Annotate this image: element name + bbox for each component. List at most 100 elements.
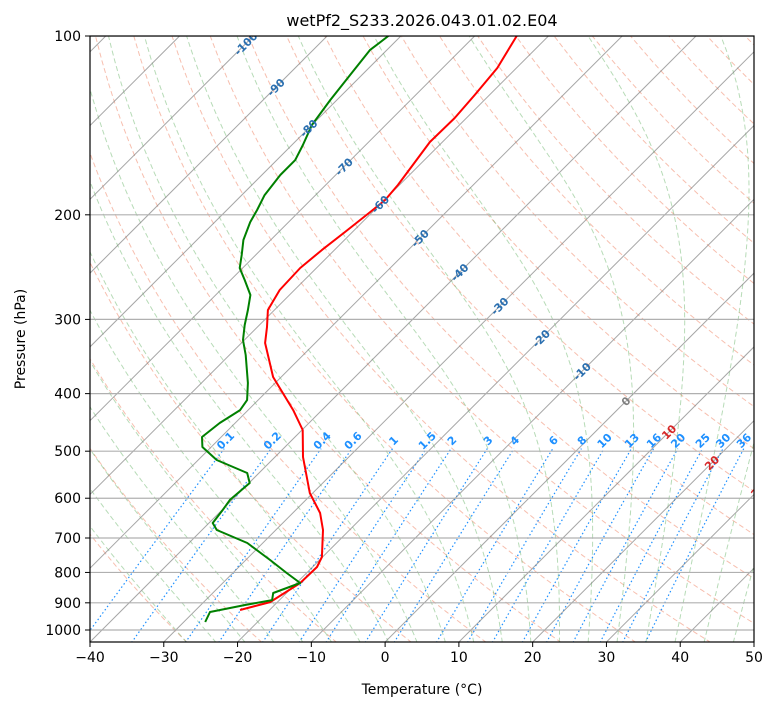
isotherm-label: -90 xyxy=(265,76,288,99)
chart-title: wetPf2_S233.2026.043.01.02.E04 xyxy=(286,11,557,31)
x-tick-label: 50 xyxy=(745,650,763,666)
dry-adiabat-line xyxy=(90,447,263,642)
isotherm-label: 30 xyxy=(748,480,768,500)
moist-adiabat-line xyxy=(90,180,390,642)
dry-adiabat-line xyxy=(553,36,754,244)
mixing-ratio-line xyxy=(262,448,394,642)
isotherm-line xyxy=(90,36,254,201)
pressure-grid xyxy=(90,36,754,631)
dry-adiabat-line xyxy=(324,36,754,492)
mixing-ratio-line xyxy=(90,448,225,632)
mixing-ratio-label: 0.2 xyxy=(261,429,284,452)
moist-adiabat-line xyxy=(587,36,686,642)
mixing-ratio-label: 8 xyxy=(575,434,590,449)
temperature-line xyxy=(239,36,518,611)
background-lines xyxy=(90,36,754,642)
moist-adiabat-line xyxy=(90,309,333,642)
x-tick-label: 10 xyxy=(450,650,468,666)
moist-adiabat-line xyxy=(90,487,217,642)
moist-adiabat-line xyxy=(674,36,750,642)
dry-adiabat-line xyxy=(439,36,754,366)
isotherm-line xyxy=(236,124,754,642)
mixing-ratio-line xyxy=(325,448,452,642)
dry-adiabat-line xyxy=(90,357,337,642)
isotherm-line xyxy=(90,36,402,348)
moist-adiabat-line xyxy=(468,36,635,642)
y-tick-label: 700 xyxy=(54,531,81,547)
isotherm-line xyxy=(90,36,328,274)
y-tick-label: 200 xyxy=(54,208,81,224)
moist-adiabat-line xyxy=(108,36,446,642)
mixing-ratio-line xyxy=(436,448,554,642)
y-tick-label: 500 xyxy=(54,444,81,460)
x-tick-label: 40 xyxy=(671,650,689,666)
y-tick-label: 100 xyxy=(54,29,81,45)
mixing-ratio-line xyxy=(622,448,724,642)
x-tick-label: −20 xyxy=(223,650,253,666)
mixing-ratio-label: 13 xyxy=(622,431,642,451)
isotherm-line xyxy=(458,346,754,642)
dry-adiabat-line xyxy=(706,36,754,86)
isotherm-line xyxy=(384,272,754,642)
moist-adiabat-line xyxy=(732,563,754,642)
x-tick-label: 30 xyxy=(598,650,616,666)
y-tick-label: 600 xyxy=(54,491,81,507)
dry-adiabat-line xyxy=(362,36,754,450)
mixing-ratio-label: 36 xyxy=(734,431,754,451)
isotherm-line xyxy=(531,419,754,642)
isotherm-line xyxy=(679,567,754,642)
isotherm-line xyxy=(163,51,754,642)
mixing-ratio-line xyxy=(298,448,427,642)
mixing-ratio-line xyxy=(467,448,582,642)
mixing-ratio-line xyxy=(218,448,353,642)
mixing-ratio-label: 0.6 xyxy=(342,429,365,452)
x-tick-label: 20 xyxy=(524,650,542,666)
dry-adiabat-line xyxy=(630,36,754,165)
mixing-ratio-line xyxy=(185,448,322,642)
dry-adiabat-line xyxy=(95,36,562,642)
x-tick-label: 0 xyxy=(381,650,390,666)
moist-adiabat-line xyxy=(90,360,304,642)
dry-adiabat-line xyxy=(171,36,711,642)
dry-adiabat-line xyxy=(90,533,188,642)
sounding-series xyxy=(201,36,518,623)
mixing-ratio-label: 10 xyxy=(595,431,615,451)
mixing-ratio-label: 25 xyxy=(693,431,713,451)
mixing-ratio-label: 2 xyxy=(445,434,460,449)
mixing-ratio-label: 30 xyxy=(713,431,733,451)
isotherm-label: -30 xyxy=(488,295,511,318)
isotherm-line xyxy=(605,493,754,642)
dry-adiabat-line xyxy=(90,261,412,642)
dewpoint-line xyxy=(201,36,389,623)
dry-adiabat-line xyxy=(286,36,754,536)
dry-adiabat-line xyxy=(744,36,754,46)
moist-adiabat-line xyxy=(143,36,475,642)
mixing-ratio-line xyxy=(645,448,745,642)
y-tick-label: 300 xyxy=(54,312,81,328)
x-tick-label: −40 xyxy=(75,650,105,666)
mixing-ratio-label: 0.1 xyxy=(214,429,237,452)
moist-adiabat-line xyxy=(373,36,594,642)
y-tick-label: 800 xyxy=(54,565,81,581)
y-tick-label: 900 xyxy=(54,596,81,612)
x-tick-label: −10 xyxy=(297,650,327,666)
dry-adiabat-line xyxy=(515,36,754,285)
moist-adiabat-line xyxy=(186,36,503,642)
dry-adiabat-line xyxy=(400,36,754,408)
isotherm-label: -80 xyxy=(297,117,320,140)
mixing-ratio-line xyxy=(599,448,704,642)
y-tick-label: 400 xyxy=(54,387,81,403)
moist-adiabat-line xyxy=(703,440,754,642)
isotherm-label: -70 xyxy=(333,155,356,178)
isotherm-line xyxy=(90,36,476,422)
y-axis-label: Pressure (hPa) xyxy=(13,289,29,389)
x-tick-label: −30 xyxy=(149,650,179,666)
dry-adiabat-line xyxy=(247,36,754,580)
y-tick-label: 1000 xyxy=(45,623,81,639)
isotherm-line xyxy=(90,36,697,642)
mixing-ratio-line xyxy=(364,448,488,642)
x-axis-label: Temperature (°C) xyxy=(361,682,483,698)
axes: −40 −30 −20 −10 0 10 20 30 40 50 100 200 300 400 500 60… xyxy=(45,29,763,666)
isotherm-line xyxy=(90,36,549,496)
